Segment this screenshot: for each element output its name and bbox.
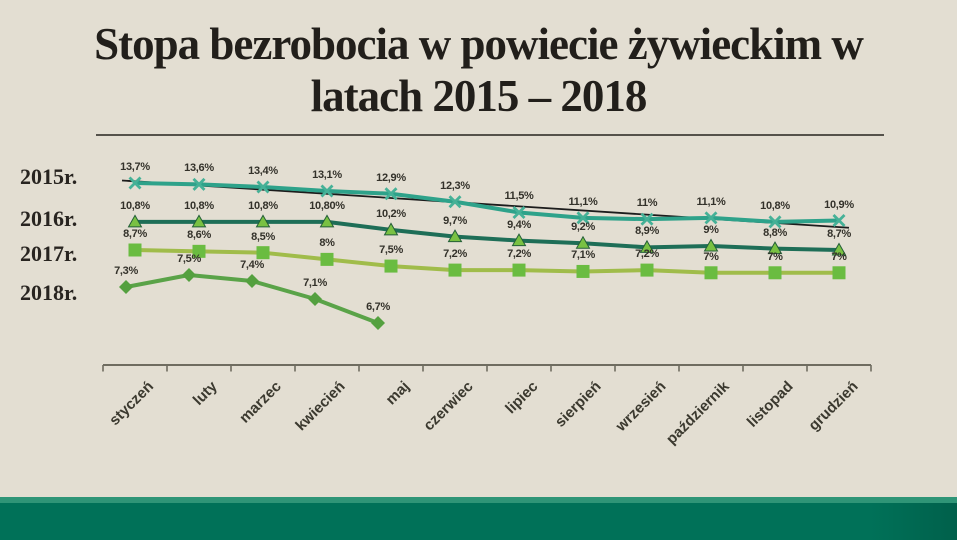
marker-x <box>128 176 142 190</box>
marker-x <box>768 215 782 229</box>
marker-triangle <box>319 214 335 228</box>
marker-square <box>256 246 270 260</box>
marker-square <box>448 263 462 277</box>
marker-x <box>704 211 718 225</box>
marker-diamond <box>182 268 196 282</box>
marker-x <box>448 195 462 209</box>
marker-x <box>256 180 270 194</box>
marker-square <box>512 263 526 277</box>
marker-square <box>768 266 782 280</box>
marker-square <box>192 244 206 258</box>
marker-triangle <box>383 222 399 236</box>
marker-square <box>704 266 718 280</box>
marker-x <box>832 214 846 228</box>
marker-diamond <box>245 274 259 288</box>
series-layer <box>119 176 850 330</box>
marker-square <box>640 263 654 277</box>
marker-triangle <box>511 233 527 247</box>
marker-square <box>832 266 846 280</box>
marker-square <box>384 259 398 273</box>
marker-triangle <box>639 239 655 253</box>
marker-x <box>384 187 398 201</box>
x-axis-ticks <box>102 365 872 372</box>
marker-triangle <box>575 235 591 249</box>
series-line-2017r <box>133 248 841 275</box>
marker-square <box>576 264 590 278</box>
marker-square <box>128 243 142 257</box>
marker-x <box>576 211 590 225</box>
title-underline <box>96 134 884 136</box>
marker-diamond <box>371 316 385 330</box>
page-title: Stopa bezrobocia w powiecie żywieckim w … <box>94 19 864 122</box>
marker-triangle <box>447 229 463 243</box>
marker-triangle <box>703 238 719 252</box>
marker-triangle <box>127 214 143 228</box>
marker-x <box>640 212 654 226</box>
series-line-2015r <box>133 181 841 224</box>
marker-x <box>320 184 334 198</box>
marker-triangle <box>191 214 207 228</box>
marker-x <box>512 205 526 219</box>
series-line-2016r <box>133 219 841 252</box>
marker-triangle <box>255 214 271 228</box>
marker-x <box>192 177 206 191</box>
marker-diamond <box>308 292 322 306</box>
marker-diamond <box>119 280 133 294</box>
marker-triangle <box>767 241 783 255</box>
footer-bar <box>0 497 957 540</box>
marker-triangle <box>831 242 847 256</box>
marker-square <box>320 252 334 266</box>
